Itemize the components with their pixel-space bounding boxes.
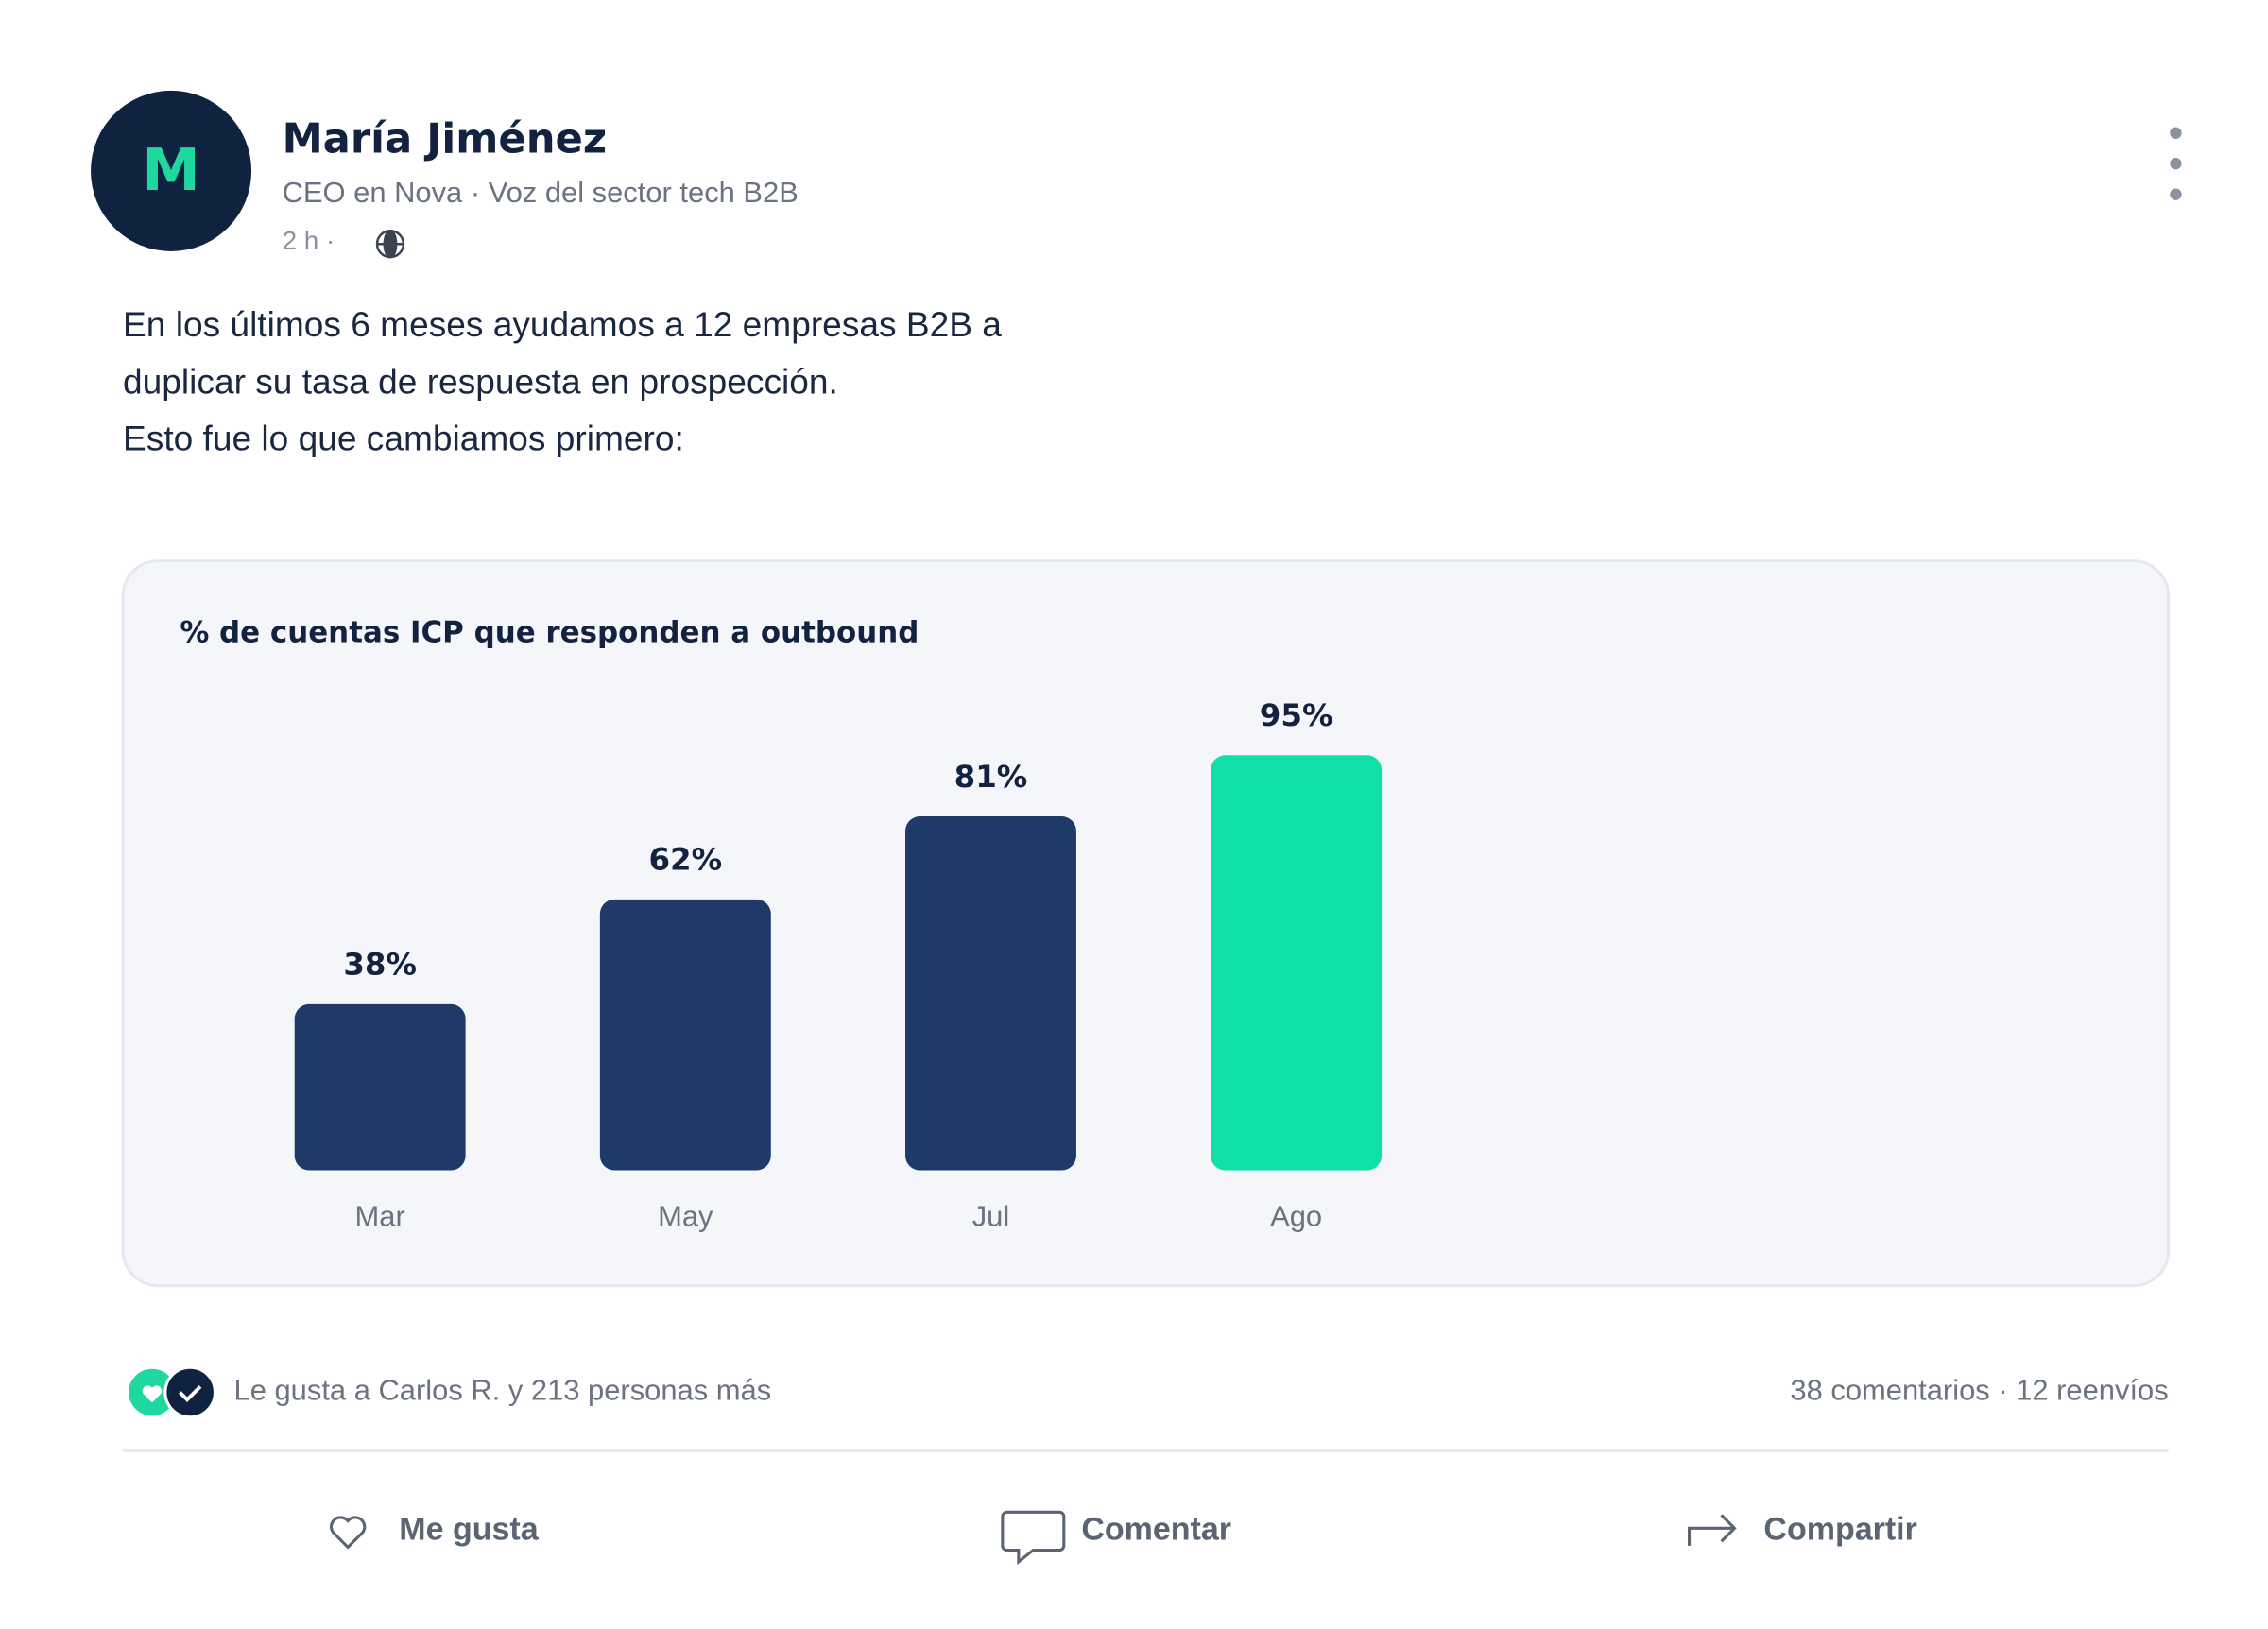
check-glyph — [178, 1384, 202, 1402]
bar — [294, 1003, 466, 1171]
avatar[interactable] — [91, 90, 252, 251]
share-label: Compartir — [1763, 1511, 1916, 1547]
value-label: 95% — [1260, 697, 1333, 733]
avatar-initial: M — [142, 136, 200, 204]
comment-icon — [1001, 1510, 1066, 1566]
heart-glyph — [142, 1385, 163, 1403]
check-reaction-icon — [163, 1365, 216, 1419]
engagement-stats[interactable]: 38 comentarios · 12 reenvíos — [1790, 1374, 2168, 1407]
comment-button[interactable]: Comentar — [1001, 1510, 1231, 1566]
more-menu[interactable] — [2170, 127, 2182, 200]
x-tick-label: Ago — [1270, 1200, 1322, 1233]
post-time: 2 h · — [283, 226, 335, 255]
author-name[interactable]: María Jiménez — [283, 115, 607, 163]
share-icon — [1688, 1514, 1737, 1546]
x-tick-label: Jul — [972, 1200, 1010, 1233]
bar — [905, 816, 1076, 1171]
post-text: Esto fue lo que cambiamos primero: — [123, 419, 684, 458]
value-label: 62% — [648, 842, 722, 878]
x-tick-label: Mar — [355, 1200, 405, 1233]
post-text: En los últimos 6 meses ayudamos a 12 emp… — [123, 304, 1002, 344]
share-button[interactable]: Compartir — [1688, 1511, 1917, 1547]
comment-label: Comentar — [1081, 1511, 1231, 1547]
bar — [1211, 755, 1383, 1171]
author-headline: CEO en Nova · Voz del sector tech B2B — [283, 176, 799, 209]
heart-icon — [330, 1516, 367, 1550]
like-button[interactable]: Me gusta — [330, 1511, 540, 1550]
value-label: 38% — [343, 947, 417, 983]
chart-title: % de cuentas ICP que responden a outboun… — [180, 616, 919, 650]
post-text: duplicar su tasa de respuesta en prospec… — [123, 361, 838, 401]
chart-card — [121, 559, 2171, 1288]
bar — [599, 899, 771, 1171]
bars: 38% Mar 62% May 81% Jul 95% Ago — [294, 697, 1383, 1233]
like-label: Me gusta — [399, 1511, 539, 1547]
globe-icon — [375, 230, 405, 259]
x-tick-label: May — [658, 1200, 713, 1233]
reaction-summary[interactable]: Le gusta a Carlos R. y 213 personas más — [234, 1374, 772, 1407]
value-label: 81% — [954, 759, 1028, 795]
